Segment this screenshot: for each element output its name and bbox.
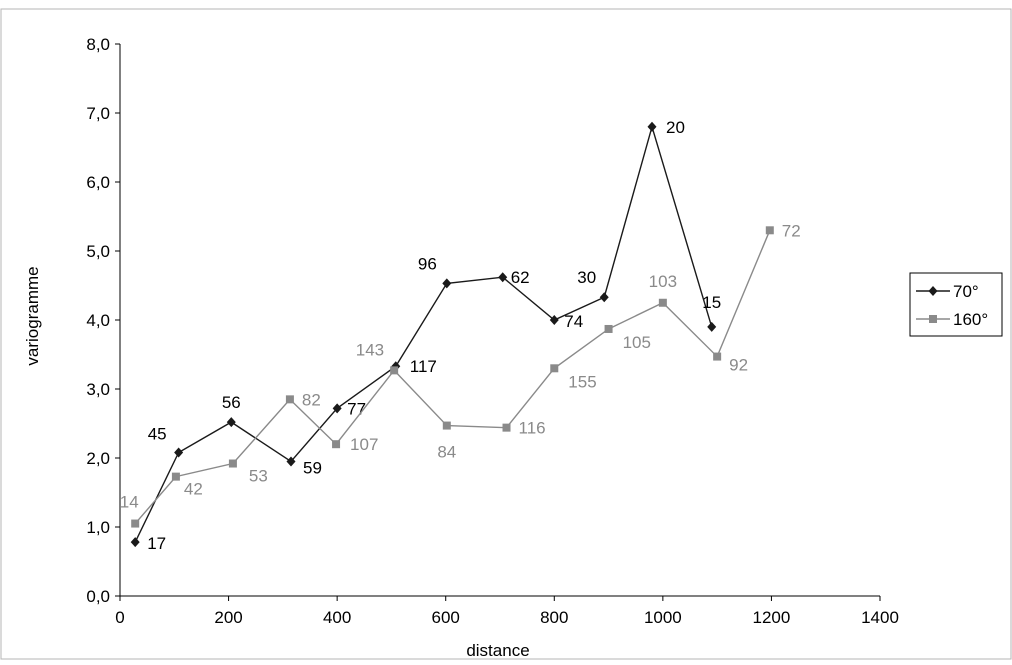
data-label: 116 [519,419,546,438]
x-tick-label: 200 [214,608,242,627]
legend-label: 70° [953,282,979,301]
y-tick-label: 6,0 [86,173,110,192]
y-tick-label: 7,0 [86,104,110,123]
data-point [228,459,237,468]
data-point [174,447,184,458]
data-label: 14 [120,493,139,512]
y-tick-label: 3,0 [86,380,110,399]
data-label: 17 [147,534,166,553]
series-line-1 [134,124,713,543]
data-label: 155 [568,372,596,391]
data-label: 45 [148,424,167,443]
data-label: 53 [249,467,268,486]
data-point [658,298,667,307]
y-tick-label: 0,0 [86,587,110,606]
legend-marker [928,286,938,296]
data-label: 42 [184,480,203,499]
data-label: 59 [303,458,322,477]
data-label: 96 [418,254,437,273]
y-tick-label: 4,0 [86,311,110,330]
legend-label: 160° [953,310,988,329]
data-label: 107 [350,435,378,454]
data-label: 117 [410,357,437,376]
y-tick-label: 5,0 [86,242,110,261]
chart-border [0,8,1012,660]
data-label: 30 [577,268,596,287]
data-point [226,417,236,428]
data-point [442,421,451,430]
legend: 70° 160° [909,272,1003,337]
data-point [707,321,717,332]
data-label: 74 [564,312,583,331]
y-axis-title: variogramme [23,266,42,365]
plot-area: 0,0 1,0 2,0 3,0 4,0 5,0 6,0 7,0 8,0 0 200 400 600 800… [86,35,899,627]
data-label: 15 [702,293,721,312]
x-tick-label: 0 [115,608,124,627]
data-point [713,352,722,361]
data-label: 143 [356,340,384,359]
data-point [765,226,774,235]
data-label: 20 [666,118,685,137]
data-point [332,440,341,449]
data-label: 56 [222,393,241,412]
data-point [599,292,609,303]
y-tick-label: 2,0 [86,449,110,468]
legend-box [909,272,1003,337]
y-tick-label: 8,0 [86,35,110,54]
data-point [442,278,452,289]
data-point [498,272,508,283]
x-axis-title: distance [466,641,529,660]
data-point [604,324,613,333]
data-label: 82 [302,390,321,409]
data-point [171,472,180,481]
x-tick-label: 400 [323,608,351,627]
data-point [285,395,294,404]
data-point [130,537,140,548]
data-point [647,121,657,132]
x-tick-label: 1400 [861,608,899,627]
data-label: 105 [623,333,651,352]
data-label: 77 [347,399,366,418]
data-label: 84 [437,443,456,462]
x-tick-label: 600 [432,608,460,627]
data-point [550,364,559,373]
y-tick-label: 1,0 [86,518,110,537]
data-label: 92 [729,356,748,375]
x-tick-label: 1000 [644,608,682,627]
data-point [549,315,559,325]
data-point [332,403,342,414]
data-point [286,456,296,467]
x-tick-label: 1200 [753,608,791,627]
data-label: 72 [782,221,801,240]
data-point [131,519,140,528]
data-point [390,366,399,375]
data-point [502,423,511,432]
x-tick-label: 800 [540,608,568,627]
data-label: 62 [511,268,530,287]
data-label: 103 [649,272,677,291]
legend-marker [929,315,937,323]
